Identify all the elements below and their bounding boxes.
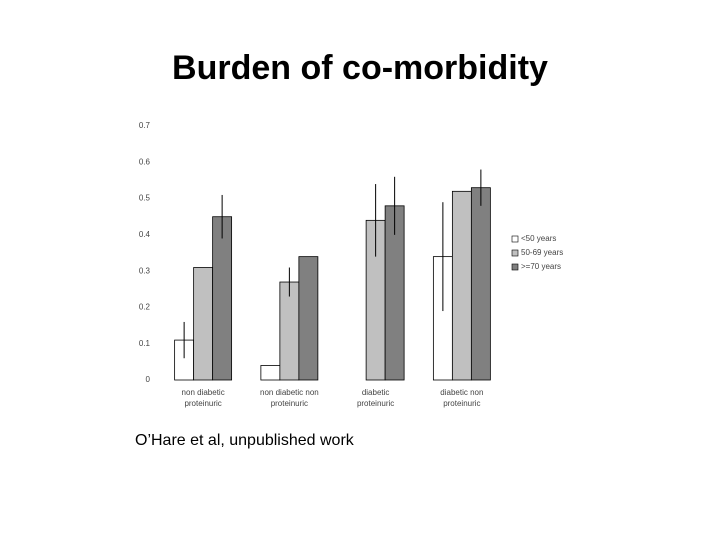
bar: [298, 256, 319, 381]
bar: [470, 187, 491, 381]
y-tick-label: 0.6: [139, 157, 151, 166]
y-tick-label: 0.5: [139, 194, 151, 203]
legend-label: 50-69 years: [521, 248, 563, 257]
legend-label: <50 years: [521, 234, 556, 243]
legend-label: >=70 years: [521, 262, 561, 271]
footnote: O’Hare et al, unpublished work: [135, 432, 355, 449]
y-tick-label: 0.3: [139, 266, 151, 275]
y-tick-label: 0.4: [139, 230, 151, 239]
x-tick-label: non diabetic non proteinuric: [260, 388, 319, 408]
chart-title: Burden of co-morbidity: [172, 49, 548, 87]
y-tick-label: 0.2: [139, 303, 151, 312]
x-tick-label: diabetic non proteinuric: [440, 388, 483, 408]
y-tick-label: 0.7: [139, 121, 151, 130]
y-tick-label: 0: [146, 375, 151, 384]
bar: [212, 216, 233, 381]
bar: [260, 365, 281, 381]
legend-swatch: [511, 235, 519, 243]
legend-swatch: [511, 249, 519, 257]
bar: [193, 267, 214, 381]
bar: [279, 281, 300, 381]
bar: [451, 190, 472, 381]
x-tick-label: diabetic proteinuric: [357, 388, 394, 408]
legend-swatch: [511, 263, 519, 271]
x-tick-label: non diabetic proteinuric: [182, 388, 225, 408]
y-tick-label: 0.1: [139, 339, 151, 348]
